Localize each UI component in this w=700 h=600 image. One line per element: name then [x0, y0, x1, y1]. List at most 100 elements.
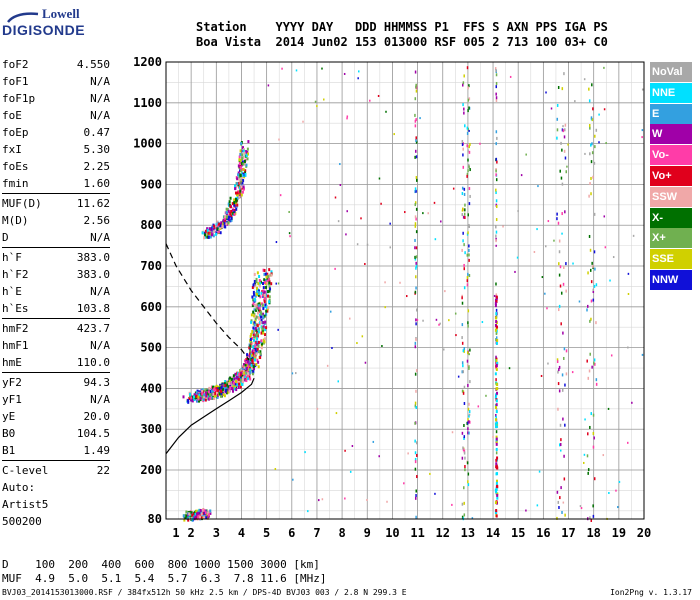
echo-point [202, 514, 205, 518]
echo-point [192, 395, 195, 399]
noise-point [415, 494, 417, 498]
echo-point [257, 360, 260, 364]
echo-point [258, 284, 261, 288]
noise-point [559, 265, 562, 269]
noise-point [461, 186, 464, 190]
echo-point [249, 349, 252, 353]
profile-solid-curve [165, 377, 255, 455]
echo-point [260, 291, 263, 295]
echo-point [242, 167, 245, 171]
echo-point [257, 340, 260, 344]
echo-point [256, 311, 259, 315]
echo-point [232, 389, 235, 393]
echo-point [184, 516, 187, 520]
noise-point [451, 503, 453, 506]
echo-point [265, 312, 268, 316]
noise-point [520, 174, 523, 177]
echo-point [257, 308, 260, 312]
param-key: D [2, 231, 9, 244]
echo-point [251, 285, 254, 289]
noise-point [563, 356, 565, 360]
noise-point [414, 215, 417, 219]
echo-point [215, 387, 218, 391]
noise-point [467, 324, 469, 328]
x-tick-label: 5 [263, 526, 270, 540]
echo-point [260, 325, 263, 329]
noise-point [590, 317, 592, 321]
echo-point [268, 295, 271, 299]
echo-point [202, 508, 205, 512]
noise-point [608, 491, 610, 494]
echo-point [225, 222, 228, 226]
noise-point [461, 143, 464, 147]
param-row-d: D N/A [2, 229, 110, 246]
echo-point [195, 394, 198, 398]
echo-point [230, 216, 233, 220]
noise-point [641, 129, 644, 132]
noise-point [357, 77, 359, 80]
noise-point [494, 418, 497, 422]
noise-point [595, 378, 598, 382]
echo-point [239, 189, 242, 193]
noise-point [366, 498, 368, 501]
echo-point [241, 366, 244, 370]
echo-point [231, 378, 234, 382]
noise-point [415, 155, 418, 159]
echo-point [265, 275, 268, 279]
noise-point [292, 478, 294, 481]
noise-point [558, 443, 561, 447]
noise-point [560, 449, 562, 452]
echo-point [209, 393, 212, 397]
echo-point [261, 327, 264, 331]
noise-point [495, 299, 498, 303]
echo-point [258, 350, 261, 354]
echo-point [203, 231, 206, 235]
noise-point [592, 413, 595, 417]
echo-point [227, 221, 230, 225]
echo-point [270, 273, 273, 277]
noise-point [496, 466, 499, 470]
echo-point [225, 215, 228, 219]
noise-point [469, 348, 471, 352]
echo-point [246, 150, 249, 154]
noise-point [349, 470, 352, 473]
param-value: N/A [90, 109, 110, 122]
echo-point [217, 230, 220, 234]
echo-point [252, 310, 255, 314]
noise-point [591, 83, 593, 87]
param-key: foF1 [2, 75, 29, 88]
echo-point [263, 333, 266, 337]
noise-point [583, 78, 586, 81]
noise-point [556, 217, 558, 221]
noise-point [468, 187, 471, 191]
noise-point [461, 209, 464, 212]
echo-point [261, 290, 264, 294]
noise-point [415, 515, 417, 519]
noise-point [464, 208, 466, 212]
noise-point [378, 455, 380, 458]
noise-point [464, 456, 466, 460]
echo-point [239, 173, 242, 177]
echo-point [224, 384, 227, 388]
echo-point [205, 516, 208, 520]
noise-point [495, 320, 498, 324]
echo-point [257, 343, 260, 347]
noise-point [372, 440, 375, 443]
noise-point [561, 388, 564, 392]
param-value: 103.8 [76, 302, 110, 315]
noise-point [452, 187, 455, 190]
noise-point [275, 241, 278, 244]
noise-point [461, 515, 464, 519]
echo-point [203, 511, 206, 515]
echo-point [217, 390, 220, 394]
noise-point [399, 281, 401, 284]
noise-point [562, 282, 565, 286]
echo-point [251, 295, 254, 299]
echo-point [197, 511, 200, 515]
echo-point [255, 280, 258, 284]
noise-point [495, 367, 498, 371]
noise-point [339, 163, 341, 166]
param-value: N/A [90, 92, 110, 105]
echo-point [249, 362, 252, 366]
noise-point [591, 365, 593, 369]
